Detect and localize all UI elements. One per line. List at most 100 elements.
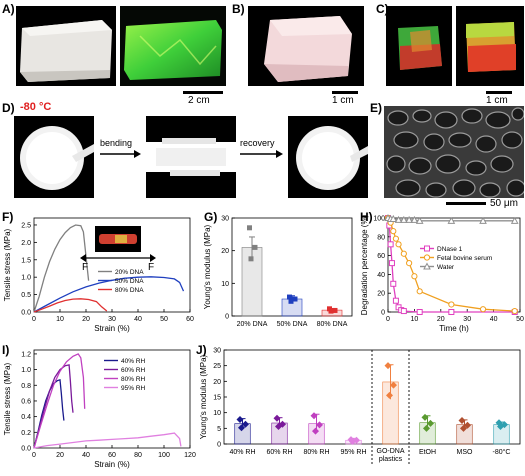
series-1-point — [416, 288, 423, 295]
series-1-point — [479, 306, 487, 313]
data-point-2-1 — [316, 421, 323, 429]
series-line-0 — [387, 217, 515, 313]
series-1-point — [448, 301, 455, 308]
series-1-point — [395, 241, 402, 248]
scalebar-b-label: 1 cm — [332, 95, 354, 106]
force-label-left: F — [82, 262, 89, 273]
y-tick-label: 1.0 — [21, 275, 31, 282]
category-label-4-line2: plastics — [379, 456, 403, 463]
x-tick-label: 120 — [184, 452, 196, 459]
panel-label-d: D) — [2, 101, 15, 115]
data-point-5-0 — [421, 413, 429, 421]
white-block-shape — [20, 20, 112, 82]
label-recovery: recovery — [240, 138, 275, 148]
x-tick-label: 40 — [82, 452, 90, 459]
x-tick-label: 10 — [411, 316, 419, 323]
x-tick-label: 50 — [160, 316, 168, 323]
legend-label-0: DNase 1 — [437, 246, 463, 253]
series-2-point — [447, 216, 456, 224]
category-label-7: -80°C — [493, 448, 511, 456]
x-tick-label: 30 — [108, 316, 116, 323]
panel-label-e: E) — [370, 101, 382, 115]
data-point-6-0 — [458, 417, 466, 424]
photo-red-green-block-2 — [456, 6, 524, 86]
data-point-0-0 — [236, 416, 244, 424]
disc-recovered-shape — [296, 126, 368, 190]
data-point-4-1 — [390, 381, 397, 389]
arrow-bending — [100, 150, 141, 158]
data-point-0-0 — [247, 225, 252, 231]
y-axis-label: Young's modulus (MPa) — [199, 354, 208, 439]
data-point-7-2 — [497, 422, 504, 430]
panel-label-f: F) — [2, 210, 14, 224]
data-point-1-1 — [279, 420, 286, 428]
y-tick-label: 2.0 — [21, 240, 31, 247]
panel-label-i: I) — [2, 343, 10, 357]
x-tick-label: 0 — [32, 452, 36, 459]
force-double-arrow — [80, 254, 156, 262]
y-tick-label: 0.8 — [21, 383, 31, 390]
y-tick-label: 100 — [373, 216, 385, 223]
x-axis-label: Strain (%) — [94, 460, 130, 469]
x-tick-label: 20 — [82, 316, 90, 323]
photo-disc-original — [14, 116, 94, 198]
x-axis-label: Strain (%) — [94, 324, 130, 333]
y-tick-label: 0.0 — [21, 446, 31, 453]
x-tick-label: 60 — [108, 452, 116, 459]
photo-pink-block — [248, 6, 364, 86]
x-tick-label: 100 — [158, 452, 170, 459]
y-tick-label: 0.0 — [21, 310, 31, 317]
legend-marker-1 — [423, 254, 431, 261]
photo-white-block — [16, 6, 116, 86]
scalebar-c — [486, 91, 512, 94]
scalebar-b — [332, 91, 358, 94]
panel-label-j: J) — [196, 343, 207, 357]
legend-label-1: 60% RH — [121, 367, 146, 374]
data-point-2-2 — [328, 308, 334, 314]
plot-frame — [33, 349, 191, 449]
series-0-point — [416, 309, 423, 315]
disc-original-shape — [20, 126, 94, 190]
series-1-point — [390, 228, 397, 235]
x-axis-label: Time (h) — [439, 324, 469, 333]
series-line-1 — [33, 364, 74, 449]
photo-green-fluorescent-block — [120, 6, 226, 86]
panel-label-h: H) — [360, 210, 373, 224]
data-point-4-0 — [384, 362, 392, 370]
y-tick-label: 0 — [381, 310, 385, 317]
chart-g-youngs-modulus-dna: 0 10 20 30 Young's modulus (MPa) 20% DNA 50% D… — [203, 216, 353, 328]
plot-frame — [223, 349, 521, 445]
data-point-0-1 — [242, 420, 249, 428]
strip-shape — [99, 234, 137, 244]
series-0-point — [392, 297, 399, 304]
scalebar-a-label: 2 cm — [188, 95, 210, 106]
series-1-point — [406, 260, 413, 267]
photo-disc-bent — [146, 116, 236, 198]
category-label-0: 20% DNA — [237, 321, 268, 328]
data-point-0-2 — [238, 424, 245, 432]
scalebar-a — [183, 91, 223, 94]
data-point-2-1 — [332, 307, 338, 313]
data-point-4-2 — [386, 391, 393, 399]
x-tick-label: 30 — [463, 316, 471, 323]
data-point-6-1 — [464, 421, 471, 429]
scalebar-e — [446, 202, 486, 205]
y-axis-label: Tensile stress (MPa) — [3, 228, 12, 301]
chart-f-tensile-dna: 0.0 0.5 1.0 1.5 2.0 2.5 0 10 20 30 40 50 60 Strain (%… — [3, 217, 194, 333]
legend-label-0: 40% RH — [121, 358, 146, 365]
x-tick-label: 40 — [134, 316, 142, 323]
y-axis-label: Tensile stress (MPa) — [3, 362, 12, 435]
y-tick-label: 30 — [221, 216, 229, 223]
x-tick-label: 10 — [56, 316, 64, 323]
series-1-point — [400, 250, 407, 257]
chart-h-degradation: 0 20 40 60 80 100 0 10 20 30 40 50 Time (h) Degradati… — [360, 213, 524, 333]
y-tick-label: 15 — [213, 395, 221, 402]
series-1-point — [511, 307, 518, 315]
x-tick-label: 0 — [386, 316, 390, 323]
category-label-2: 80% DNA — [317, 321, 348, 328]
series-2-point — [399, 215, 408, 223]
series-line-3 — [33, 432, 182, 449]
category-label-0: 40% RH — [229, 449, 255, 456]
panel-label-b: B) — [232, 2, 245, 16]
series-2-point — [410, 215, 419, 223]
